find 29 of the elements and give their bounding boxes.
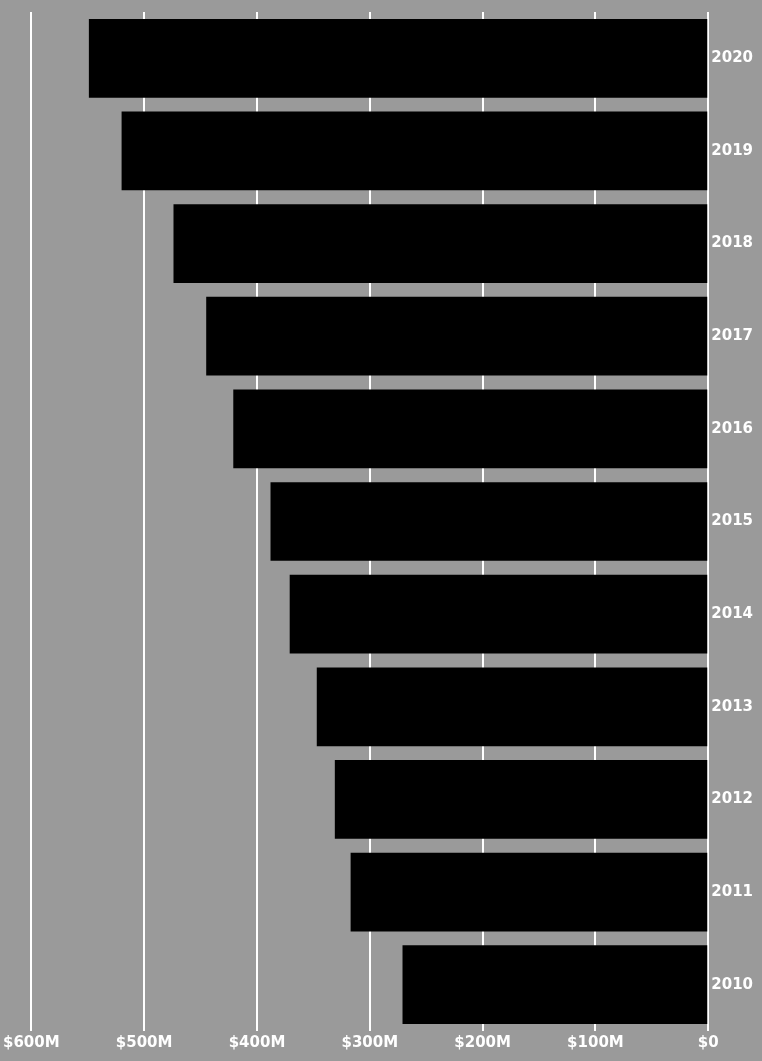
bar [334,760,708,839]
bar [121,111,708,191]
x-tick-label: $400M [228,1032,286,1051]
y-tick-label: 2011 [711,881,753,900]
bar [316,667,708,747]
y-tick-label: 2014 [711,604,753,623]
y-tick-label: 2010 [711,974,753,993]
x-tick-label: $300M [341,1032,399,1051]
bar [88,18,708,98]
bar [233,389,708,469]
y-tick-label: 2012 [711,789,753,808]
x-tick-label: $200M [454,1032,511,1051]
bar [350,852,708,932]
y-tick-label: 2016 [711,418,753,437]
bar [270,482,708,561]
bar [206,296,708,376]
x-tick-label: $100M [567,1032,624,1051]
y-tick-label: 2018 [711,233,753,252]
x-tick-label: $600M [2,1032,60,1051]
x-tick-label: $0 [697,1032,719,1051]
y-tick-label: 2019 [711,140,753,159]
y-tick-label: 2015 [711,511,753,530]
y-tick-label: 2013 [711,696,753,715]
bar [173,204,708,283]
x-tick-label: $500M [115,1032,173,1051]
y-tick-label: 2017 [711,326,753,345]
bar [402,945,708,1025]
y-tick-label: 2020 [711,48,753,67]
bar [289,574,708,654]
